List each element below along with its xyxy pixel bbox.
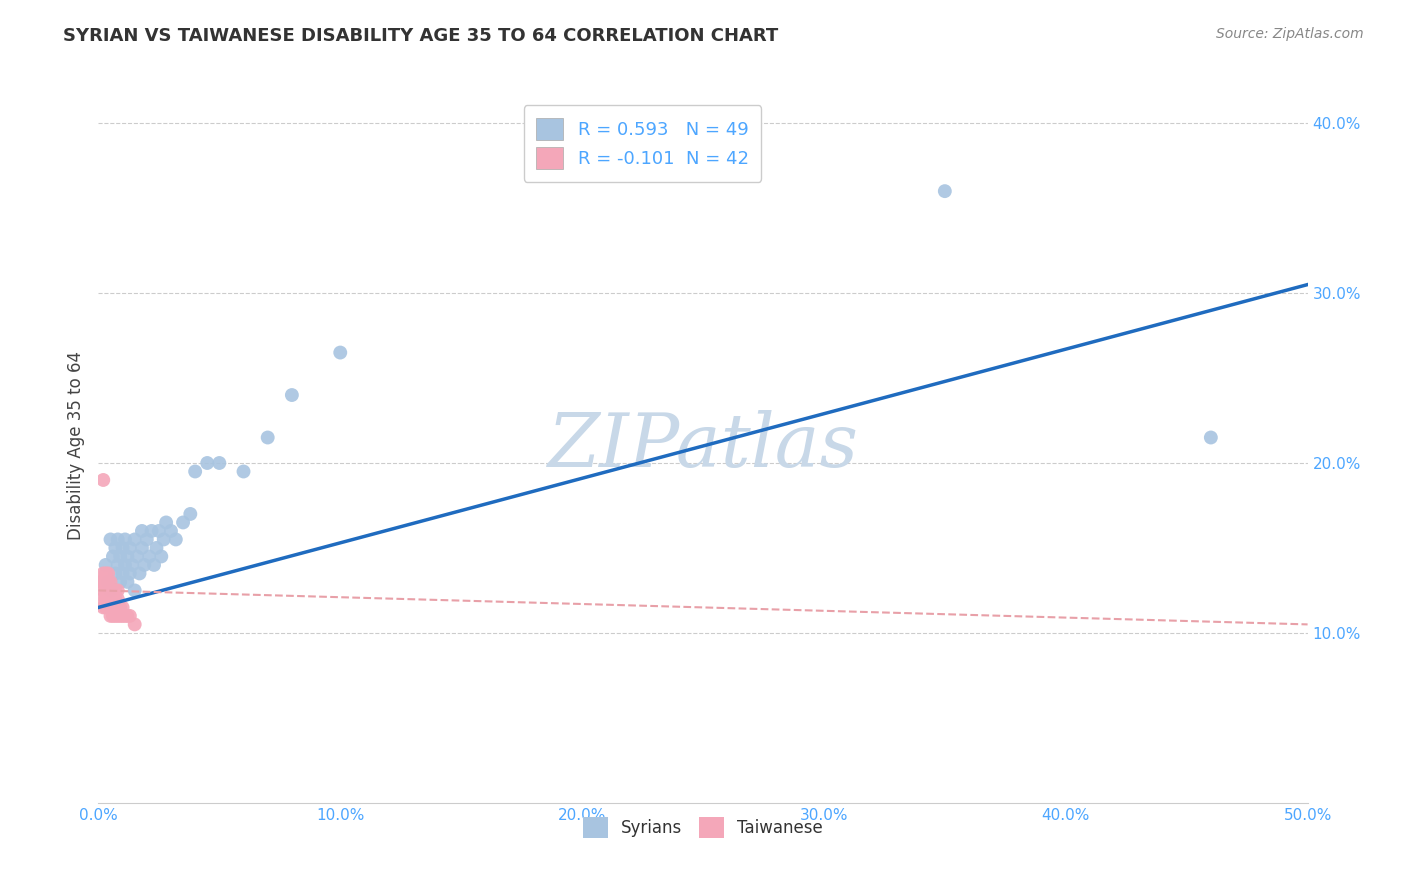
Point — [107, 608, 129, 623]
Point — [94, 558, 117, 572]
Point — [135, 533, 157, 547]
Point — [934, 184, 956, 198]
Point — [184, 465, 207, 479]
Point — [1199, 430, 1222, 444]
Point — [100, 533, 122, 547]
Point — [160, 524, 183, 538]
Point — [124, 583, 146, 598]
Point — [101, 600, 124, 615]
Point — [100, 608, 122, 623]
Point — [108, 600, 131, 615]
Point — [107, 558, 129, 572]
Point — [91, 566, 114, 581]
Point — [114, 608, 136, 623]
Point — [111, 541, 134, 555]
Point — [100, 600, 122, 615]
Point — [118, 566, 141, 581]
Point — [131, 541, 153, 555]
Point — [111, 566, 134, 581]
Point — [104, 583, 127, 598]
Point — [97, 600, 120, 615]
Point — [152, 533, 174, 547]
Point — [97, 574, 120, 589]
Point — [118, 541, 141, 555]
Point — [329, 345, 352, 359]
Point — [138, 549, 160, 564]
Point — [97, 583, 120, 598]
Point — [117, 574, 139, 589]
Point — [91, 574, 114, 589]
Point — [118, 608, 141, 623]
Point — [111, 608, 134, 623]
Point — [114, 533, 136, 547]
Point — [107, 533, 129, 547]
Point — [232, 465, 254, 479]
Point — [117, 549, 139, 564]
Point — [101, 583, 124, 598]
Point — [91, 600, 114, 615]
Point — [100, 583, 122, 598]
Point — [150, 549, 173, 564]
Point — [107, 591, 129, 606]
Y-axis label: Disability Age 35 to 64: Disability Age 35 to 64 — [66, 351, 84, 541]
Point — [107, 600, 129, 615]
Point — [114, 558, 136, 572]
Point — [121, 558, 143, 572]
Point — [101, 608, 124, 623]
Text: SYRIAN VS TAIWANESE DISABILITY AGE 35 TO 64 CORRELATION CHART: SYRIAN VS TAIWANESE DISABILITY AGE 35 TO… — [63, 27, 779, 45]
Text: Source: ZipAtlas.com: Source: ZipAtlas.com — [1216, 27, 1364, 41]
Point — [104, 600, 127, 615]
Point — [94, 591, 117, 606]
Point — [108, 574, 131, 589]
Point — [124, 617, 146, 632]
Point — [90, 574, 112, 589]
Point — [97, 574, 120, 589]
Point — [107, 583, 129, 598]
Point — [94, 574, 117, 589]
Point — [117, 608, 139, 623]
Point — [108, 608, 131, 623]
Point — [91, 583, 114, 598]
Point — [108, 549, 131, 564]
Point — [155, 516, 177, 530]
Point — [104, 566, 127, 581]
Point — [101, 591, 124, 606]
Point — [145, 541, 167, 555]
Point — [111, 600, 134, 615]
Point — [100, 583, 122, 598]
Point — [128, 566, 150, 581]
Point — [143, 558, 166, 572]
Point — [172, 516, 194, 530]
Point — [104, 541, 127, 555]
Point — [131, 524, 153, 538]
Legend: Syrians, Taiwanese: Syrians, Taiwanese — [576, 811, 830, 845]
Point — [90, 591, 112, 606]
Point — [124, 533, 146, 547]
Point — [195, 456, 218, 470]
Point — [100, 591, 122, 606]
Point — [165, 533, 187, 547]
Point — [179, 507, 201, 521]
Point — [97, 591, 120, 606]
Point — [94, 583, 117, 598]
Point — [104, 608, 127, 623]
Point — [91, 473, 114, 487]
Point — [148, 524, 170, 538]
Point — [94, 600, 117, 615]
Point — [208, 456, 231, 470]
Text: ZIPatlas: ZIPatlas — [547, 409, 859, 483]
Point — [97, 566, 120, 581]
Point — [281, 388, 304, 402]
Point — [134, 558, 156, 572]
Point — [104, 591, 127, 606]
Point — [141, 524, 163, 538]
Point — [127, 549, 149, 564]
Point — [94, 566, 117, 581]
Point — [256, 430, 278, 444]
Point — [100, 574, 122, 589]
Point — [101, 549, 124, 564]
